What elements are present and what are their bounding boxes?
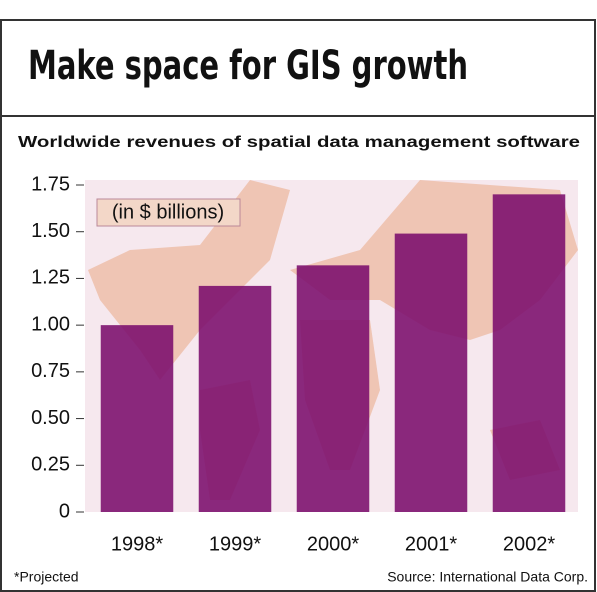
- y-tick-label: 1.50: [31, 220, 70, 242]
- x-tick-label: 1999*: [209, 533, 261, 555]
- bar: [198, 285, 272, 512]
- bar: [394, 233, 468, 512]
- bar: [100, 325, 174, 512]
- annotation-box: [96, 198, 241, 227]
- y-tick-label: 0.75: [31, 360, 70, 382]
- y-tick-label: 1.00: [31, 313, 70, 335]
- x-tick-label: 2000*: [307, 533, 359, 555]
- x-tick-label: 2001*: [405, 533, 457, 555]
- annotation: (in $ billions): [112, 201, 224, 223]
- x-tick-label: 2002*: [503, 533, 555, 555]
- x-tick-label: 1998*: [111, 533, 163, 555]
- y-tick-label: 0: [59, 500, 70, 522]
- bar: [296, 265, 370, 512]
- y-tick-label: 0.25: [31, 454, 70, 476]
- bar: [492, 194, 566, 513]
- y-tick-label: 1.25: [31, 267, 70, 289]
- chart-subtitle: Worldwide revenues of spatial data manag…: [18, 134, 580, 151]
- y-tick-label: 1.75: [31, 173, 70, 195]
- source: Source: International Data Corp.: [387, 569, 588, 585]
- footnote: *Projected: [14, 569, 79, 585]
- chart-title: Make space for GIS growth: [28, 43, 468, 89]
- y-tick-label: 0.50: [31, 407, 70, 429]
